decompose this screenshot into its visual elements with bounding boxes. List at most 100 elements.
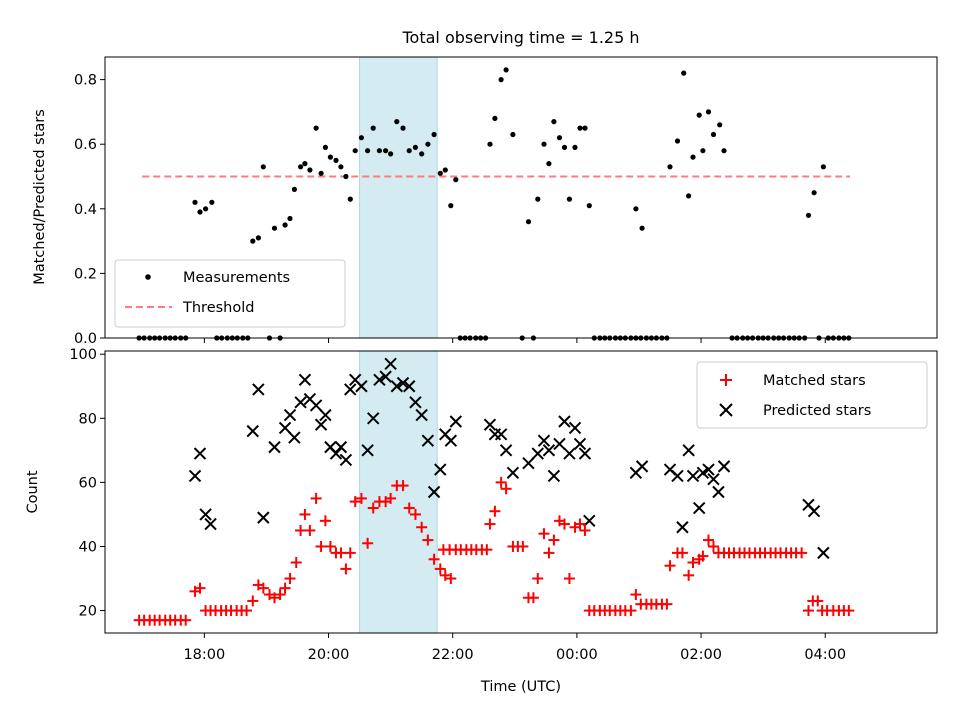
legend-label-matched: Matched stars xyxy=(763,373,866,389)
x-tick-label: 22:00 xyxy=(432,647,474,663)
predicted-star-point xyxy=(309,399,323,412)
bottom-y-tick-label: 80 xyxy=(79,411,97,427)
predicted-star-point xyxy=(563,447,576,460)
matched-star-point xyxy=(355,492,367,504)
predicted-star-point xyxy=(542,444,556,457)
matched-star-point xyxy=(335,547,347,559)
predicted-star-point xyxy=(257,511,270,524)
chart-title: Total observing time = 1.25 h xyxy=(401,28,639,47)
measurement-point xyxy=(370,125,376,131)
bottom-axes-frame xyxy=(104,350,938,634)
predicted-star-point xyxy=(334,440,348,454)
predicted-star-point xyxy=(268,440,281,454)
x-tick-label: 02:00 xyxy=(680,647,722,663)
measurement-point xyxy=(811,190,817,196)
measurement-point xyxy=(425,141,431,147)
measurement-point xyxy=(805,212,812,218)
measurement-point xyxy=(546,161,552,167)
measurement-point xyxy=(365,148,371,154)
measurement-point xyxy=(327,154,333,160)
matched-star-point xyxy=(843,605,855,617)
matched-star-point xyxy=(416,521,428,533)
predicted-star-point xyxy=(427,485,441,499)
matched-star-point xyxy=(676,547,688,559)
predicted-star-point xyxy=(537,434,551,447)
matched-star-point xyxy=(304,524,316,536)
matched-star-point xyxy=(661,598,673,610)
predicted-star-point xyxy=(344,383,357,396)
predicted-star-point xyxy=(283,408,297,422)
measurement-point xyxy=(696,112,702,118)
matched-star-point xyxy=(703,534,715,546)
predicted-star-point xyxy=(635,460,649,473)
measurement-point xyxy=(572,144,578,150)
measurement-point xyxy=(498,77,504,83)
predicted-star-point xyxy=(676,521,689,534)
top-y-tick-label: 0.4 xyxy=(74,202,97,218)
predicted-star-point xyxy=(294,396,307,409)
predicted-star-point xyxy=(692,501,706,515)
measurement-point xyxy=(717,122,723,128)
matched-star-point xyxy=(664,560,676,572)
matched-star-point xyxy=(340,563,352,575)
matched-star-point xyxy=(362,537,374,549)
measurement-point xyxy=(686,193,692,199)
measurement-point xyxy=(376,148,382,154)
top-y-axis-label: Matched/Predicted stars xyxy=(32,109,48,285)
matched-star-point xyxy=(279,582,291,594)
measurement-point xyxy=(347,196,353,202)
measurement-point xyxy=(358,135,364,141)
predicted-star-point xyxy=(390,380,404,393)
matched-star-point xyxy=(269,592,281,604)
predicted-star-point xyxy=(252,383,265,396)
predicted-star-point xyxy=(444,434,458,447)
measurement-point xyxy=(566,196,573,202)
measurement-point xyxy=(307,167,313,173)
predicted-star-point xyxy=(807,505,821,518)
matched-star-point xyxy=(349,496,361,508)
x-tick-label: 04:00 xyxy=(804,647,846,663)
predicted-star-point xyxy=(712,485,725,499)
matched-star-point xyxy=(344,547,356,559)
top-axes-frame xyxy=(104,56,938,339)
predicted-star-point xyxy=(367,412,380,425)
top-x-ticks xyxy=(203,338,826,343)
predicted-star-point xyxy=(421,434,435,447)
measurement-point xyxy=(282,222,288,228)
highlighted-time-window xyxy=(359,350,438,634)
legend-label-measurements: Measurements xyxy=(183,270,290,286)
measurement-point xyxy=(820,164,827,170)
matched-star-point xyxy=(257,582,269,594)
matched-star-point xyxy=(409,508,421,520)
bottom-y-tick-label: 20 xyxy=(79,604,97,620)
measurement-point xyxy=(487,141,493,147)
predicted-star-point xyxy=(558,415,571,428)
matched-star-point xyxy=(579,524,591,536)
matched-star-point xyxy=(796,547,808,559)
legend-marker-predicted xyxy=(719,403,733,417)
legend-label-threshold: Threshold xyxy=(182,300,254,316)
predicted-star-point xyxy=(319,408,332,422)
matched-star-point xyxy=(558,518,570,530)
predicted-star-point xyxy=(553,437,566,451)
top-y-axis: 0.0 0.2 0.4 0.6 0.8 xyxy=(74,73,105,347)
predicted-star-point xyxy=(434,463,447,476)
x-tick-label: 20:00 xyxy=(308,647,350,663)
measurement-point xyxy=(551,119,557,125)
predicted-star-point xyxy=(204,517,217,531)
predicted-star-point xyxy=(568,421,582,435)
matched-star-point xyxy=(538,528,550,540)
top-y-tick-label: 0.2 xyxy=(74,266,97,282)
predicted-star-point xyxy=(531,447,544,460)
bottom-legend-box xyxy=(696,361,928,429)
matched-star-point xyxy=(439,569,451,581)
predicted-star-point xyxy=(188,469,202,483)
top-y-tick-label: 0.6 xyxy=(74,137,97,153)
matched-star-point xyxy=(697,550,709,562)
measurement-point xyxy=(313,125,319,131)
predicted-star-point xyxy=(193,447,207,460)
measurement-point xyxy=(333,157,339,163)
measurement-point xyxy=(721,148,727,154)
measurement-point xyxy=(406,148,412,154)
